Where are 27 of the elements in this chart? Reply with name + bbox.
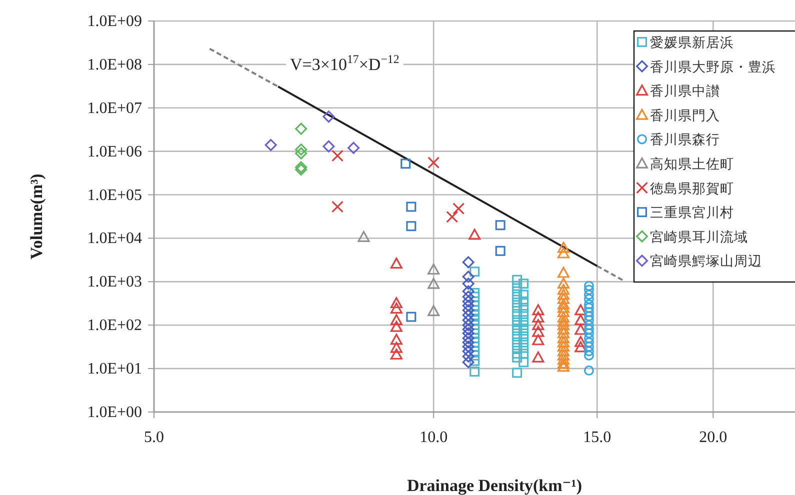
x-tick-label: 15.0 [583,429,612,446]
y-tick-label: 1.0E+01 [87,360,142,378]
y-tick-label: 1.0E+06 [87,143,142,160]
legend-label: 香川県中讃 [650,84,720,100]
y-tick-label: 1.0E+03 [87,274,142,291]
annotation: V=3×10$^{17}$×D$^{−12}$ [290,52,400,74]
y-tick-label: 1.0E+00 [87,404,142,421]
legend-label: 宮崎県鰐塚山周辺 [650,254,762,270]
legend-label: 宮崎県耳川流域 [650,229,748,246]
y-tick-label: 1.0E+02 [87,317,142,334]
legend-label: 愛媛県新居浜 [650,35,734,51]
y-tick-label: 1.0E+08 [87,56,142,74]
y-tick-label: 1.0E+05 [87,186,142,204]
x-tick-label: 5.0 [144,429,164,446]
x-axis-title: Drainage Density(km⁻¹) [406,476,582,495]
legend-label: 高知県土佐町 [650,156,734,172]
x-tick-label: 20.0 [699,429,728,446]
y-axis-title: Volume(m³) [27,174,46,260]
y-tick-label: 1.0E+04 [87,230,142,248]
legend-label: 香川県大野原・豊浜 [650,59,776,76]
legend-label: 香川県森行 [650,132,720,148]
legend-label: 香川県門入 [650,108,720,124]
y-tick-label: 1.0E+09 [87,13,142,30]
legend-label: 徳島県那賀町 [650,180,734,197]
y-tick-label: 1.0E+07 [87,100,142,117]
x-tick-label: 10.0 [420,429,448,446]
legend-label: 三重県宮川村 [650,205,734,222]
